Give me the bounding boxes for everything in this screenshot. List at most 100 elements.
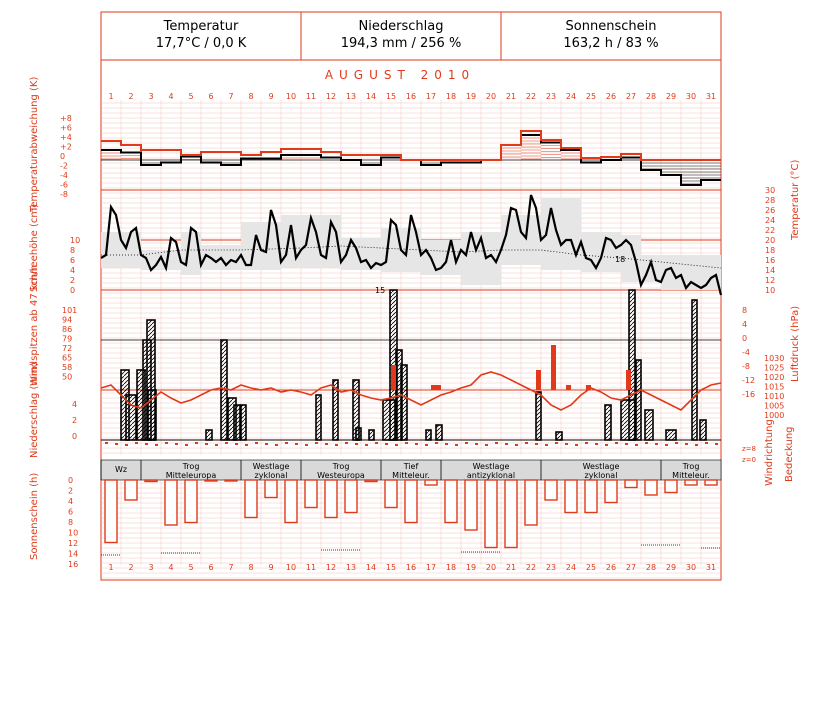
temp-line <box>100 194 723 296</box>
sunshine-bar <box>284 479 298 524</box>
precip-tick: 4 <box>72 400 77 409</box>
day-label-bottom: 8 <box>248 563 253 572</box>
day-label-top: 22 <box>526 92 536 101</box>
wind-direction-mark <box>385 443 388 445</box>
sunshine-summary: Sonnenschein 163,2 h / 83 % <box>501 12 721 60</box>
weather-type-label: Westeuropa <box>317 471 365 480</box>
sunshine-bar <box>124 479 138 501</box>
pressure-anomaly-bar <box>431 385 441 390</box>
wind-direction-mark <box>295 443 298 445</box>
pressure-curve <box>100 371 722 411</box>
wind-direction-mark <box>115 443 118 445</box>
sunshine-bar <box>344 479 358 514</box>
temp-tick: 12 <box>765 276 775 285</box>
day-label-top: 15 <box>386 92 396 101</box>
weather-type-label: Wz <box>115 465 127 474</box>
weather-type-label: Trog <box>182 462 200 471</box>
sunshine-bar <box>464 479 478 531</box>
sunshine-bar <box>564 479 578 514</box>
wind-direction-mark <box>615 442 618 444</box>
wind-direction-mark <box>165 442 168 444</box>
sunshine-bar <box>384 479 398 509</box>
wind-direction-mark <box>465 442 468 444</box>
sunshine-bar <box>224 479 238 482</box>
sunshine-bar <box>184 479 198 524</box>
day-label-bottom: 31 <box>706 563 716 572</box>
wind-direction-mark <box>405 442 408 444</box>
day-label-top: 4 <box>168 92 173 101</box>
day-label-bottom: 26 <box>606 563 616 572</box>
temp-min-marker: 15 <box>375 286 385 295</box>
wind-direction-mark <box>705 442 708 444</box>
temp-tick: 24 <box>765 216 775 225</box>
precip-bar <box>644 409 654 441</box>
dev-tick: 0 <box>60 152 65 161</box>
month-title: AUGUST 2010 <box>325 68 475 82</box>
wind-direction-mark <box>525 442 528 444</box>
day-label-bottom: 21 <box>506 563 516 572</box>
wind-direction-mark <box>195 442 198 444</box>
precipitation-summary: Niederschlag 194,3 mm / 256 % <box>301 12 501 60</box>
day-label-top: 2 <box>128 92 133 101</box>
temp-tick: 16 <box>765 256 775 265</box>
day-label-bottom: 14 <box>366 563 376 572</box>
wind-direction-mark <box>555 442 558 444</box>
wind-direction-mark <box>575 444 578 446</box>
temp-max-marker: 18 <box>615 255 625 264</box>
weather-type-label: zyklonal <box>255 471 288 480</box>
temp-tick: 20 <box>765 236 775 245</box>
weather-type-label: Mitteleur. <box>672 471 710 480</box>
wind-gust-bar <box>220 339 228 441</box>
precipitation-title: Niederschlag <box>358 19 444 34</box>
day-label-top: 7 <box>228 92 233 101</box>
wind-direction-mark <box>535 443 538 445</box>
wind-tick: 65 <box>62 354 72 363</box>
day-label-top: 14 <box>366 92 376 101</box>
snow-tick: 0 <box>70 286 75 295</box>
sunshine-bar <box>524 479 538 526</box>
wind-direction-mark <box>715 443 718 445</box>
pressure-dev-tick: -4 <box>742 348 750 357</box>
sunshine-bar <box>444 479 458 524</box>
wind-direction-mark <box>455 444 458 446</box>
wind-direction-mark <box>435 442 438 444</box>
pressure-anomaly-bar <box>536 370 541 390</box>
wind-direction-mark <box>515 444 518 446</box>
wind-tick: 94 <box>62 316 72 325</box>
snow-tick: 6 <box>70 256 75 265</box>
day-label-top: 10 <box>286 92 296 101</box>
wind-direction-mark <box>175 443 178 445</box>
wind-direction-mark <box>635 444 638 446</box>
wind-direction-mark <box>545 444 548 446</box>
weather-type-label: Westlage <box>473 462 510 471</box>
wind-direction-mark <box>145 443 148 445</box>
precipitation-value: 194,3 mm / 256 % <box>340 36 462 51</box>
wind-tick: 86 <box>62 325 72 334</box>
sunshine-bar <box>204 479 218 482</box>
day-label-bottom: 16 <box>406 563 416 572</box>
dev-tick: -4 <box>60 171 68 180</box>
pressure-anomaly-bar <box>551 345 556 390</box>
wind-direction-mark <box>125 444 128 446</box>
day-label-top: 13 <box>346 92 356 101</box>
weather-type-label: antizyklonal <box>467 471 515 480</box>
sunshine-axis-label: Sonnenschein (h) <box>29 472 40 560</box>
day-label-top: 30 <box>686 92 696 101</box>
day-label-top: 12 <box>326 92 336 101</box>
sun-tick: 0 <box>68 476 73 485</box>
wind-direction-mark <box>305 444 308 446</box>
day-label-top: 11 <box>306 92 316 101</box>
day-label-top: 18 <box>446 92 456 101</box>
sunshine-bar <box>604 479 618 504</box>
day-label-top: 17 <box>426 92 436 101</box>
day-label-bottom: 10 <box>286 563 296 572</box>
day-label-bottom: 9 <box>268 563 273 572</box>
sunshine-bar <box>484 479 498 549</box>
sunshine-bar <box>644 479 658 496</box>
sunshine-bar <box>324 479 338 519</box>
temp-deviation-axis-label: Temperaturabweichung (K) <box>29 76 40 212</box>
day-label-bottom: 28 <box>646 563 656 572</box>
pressure-hpa-tick: 1000 <box>764 411 784 420</box>
sunshine-bar <box>264 479 278 499</box>
